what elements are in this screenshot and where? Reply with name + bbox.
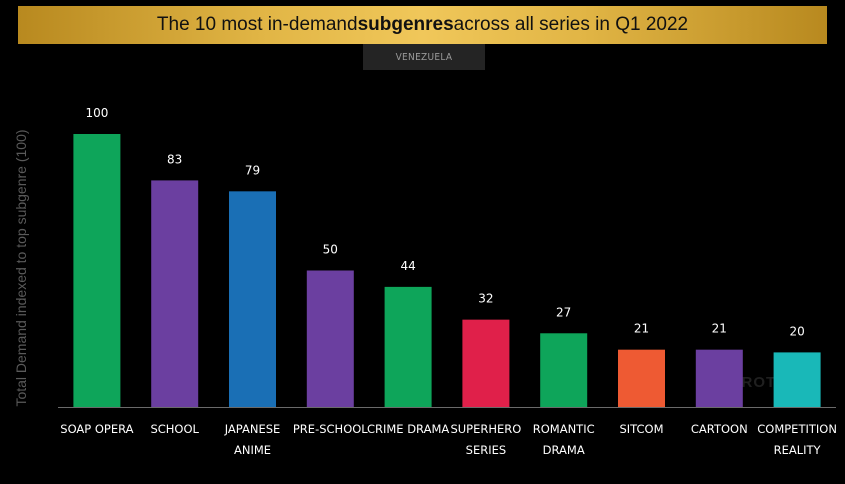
- x-tick-label-10: COMPETITION REALITY: [757, 422, 837, 457]
- bar-7: [540, 333, 588, 407]
- x-tick-label-line: SITCOM: [619, 422, 663, 436]
- x-tick-label-line: ANIME: [234, 443, 271, 457]
- data-label-7: 27: [556, 305, 571, 319]
- data-label-5: 44: [400, 259, 415, 273]
- chart-title-prefix: The 10 most in-demand: [156, 14, 358, 35]
- x-tick-label-line: ROMANTIC: [533, 422, 595, 436]
- x-tick-label-line: SUPERHERO: [450, 422, 521, 436]
- x-tick-label-6: SUPERHERO SERIES: [450, 422, 521, 457]
- data-label-6: 32: [478, 292, 493, 306]
- x-tick-label-7: ROMANTIC DRAMA: [533, 422, 595, 457]
- x-tick-label-line: JAPANESE: [224, 422, 281, 436]
- region-tab[interactable]: VENEZUELA: [363, 44, 485, 70]
- data-label-10: 20: [789, 324, 804, 338]
- data-label-4: 50: [323, 243, 338, 257]
- x-tick-label-line: SCHOOL: [150, 422, 199, 436]
- bar-8: [618, 349, 665, 407]
- x-tick-label-3: JAPANESE ANIME: [224, 422, 281, 457]
- bar-2: [151, 180, 199, 407]
- bar-3: [229, 191, 276, 407]
- bar-1: [73, 134, 121, 407]
- x-tick-label-line: PRE-SCHOOL: [293, 422, 368, 436]
- chart-title-suffix: across all series in Q1 2022: [453, 14, 689, 35]
- x-tick-label-2: SCHOOL: [150, 422, 199, 436]
- data-label-1: 100: [85, 106, 108, 120]
- bar-5: [384, 286, 432, 407]
- chart-title-banner: The 10 most in-demand subgenres across a…: [18, 6, 827, 44]
- x-tick-label-8: SITCOM: [619, 422, 663, 436]
- x-tick-label-line: CRIME DRAMA: [367, 422, 449, 436]
- x-tick-label-4: PRE-SCHOOL: [293, 422, 368, 436]
- x-tick-label-5: CRIME DRAMA: [367, 422, 449, 436]
- bar-6: [462, 319, 510, 407]
- x-tick-label-line: SOAP OPERA: [60, 422, 133, 436]
- x-tick-label-line: SERIES: [466, 443, 507, 457]
- x-tick-label-line: REALITY: [774, 443, 822, 457]
- x-tick-label-line: CARTOON: [691, 422, 748, 436]
- bar-4: [306, 270, 354, 407]
- bar-10: [773, 352, 821, 407]
- x-tick-label-9: CARTOON: [691, 422, 748, 436]
- data-label-3: 79: [245, 163, 260, 177]
- x-tick-label-line: COMPETITION: [757, 422, 837, 436]
- x-tick-label-line: DRAMA: [543, 443, 585, 457]
- data-label-9: 21: [712, 322, 727, 336]
- x-tick-label-1: SOAP OPERA: [60, 422, 133, 436]
- data-label-8: 21: [634, 322, 649, 336]
- chart-title-bold: subgenres: [357, 14, 454, 35]
- bar-9: [695, 349, 743, 407]
- data-label-2: 83: [167, 152, 182, 166]
